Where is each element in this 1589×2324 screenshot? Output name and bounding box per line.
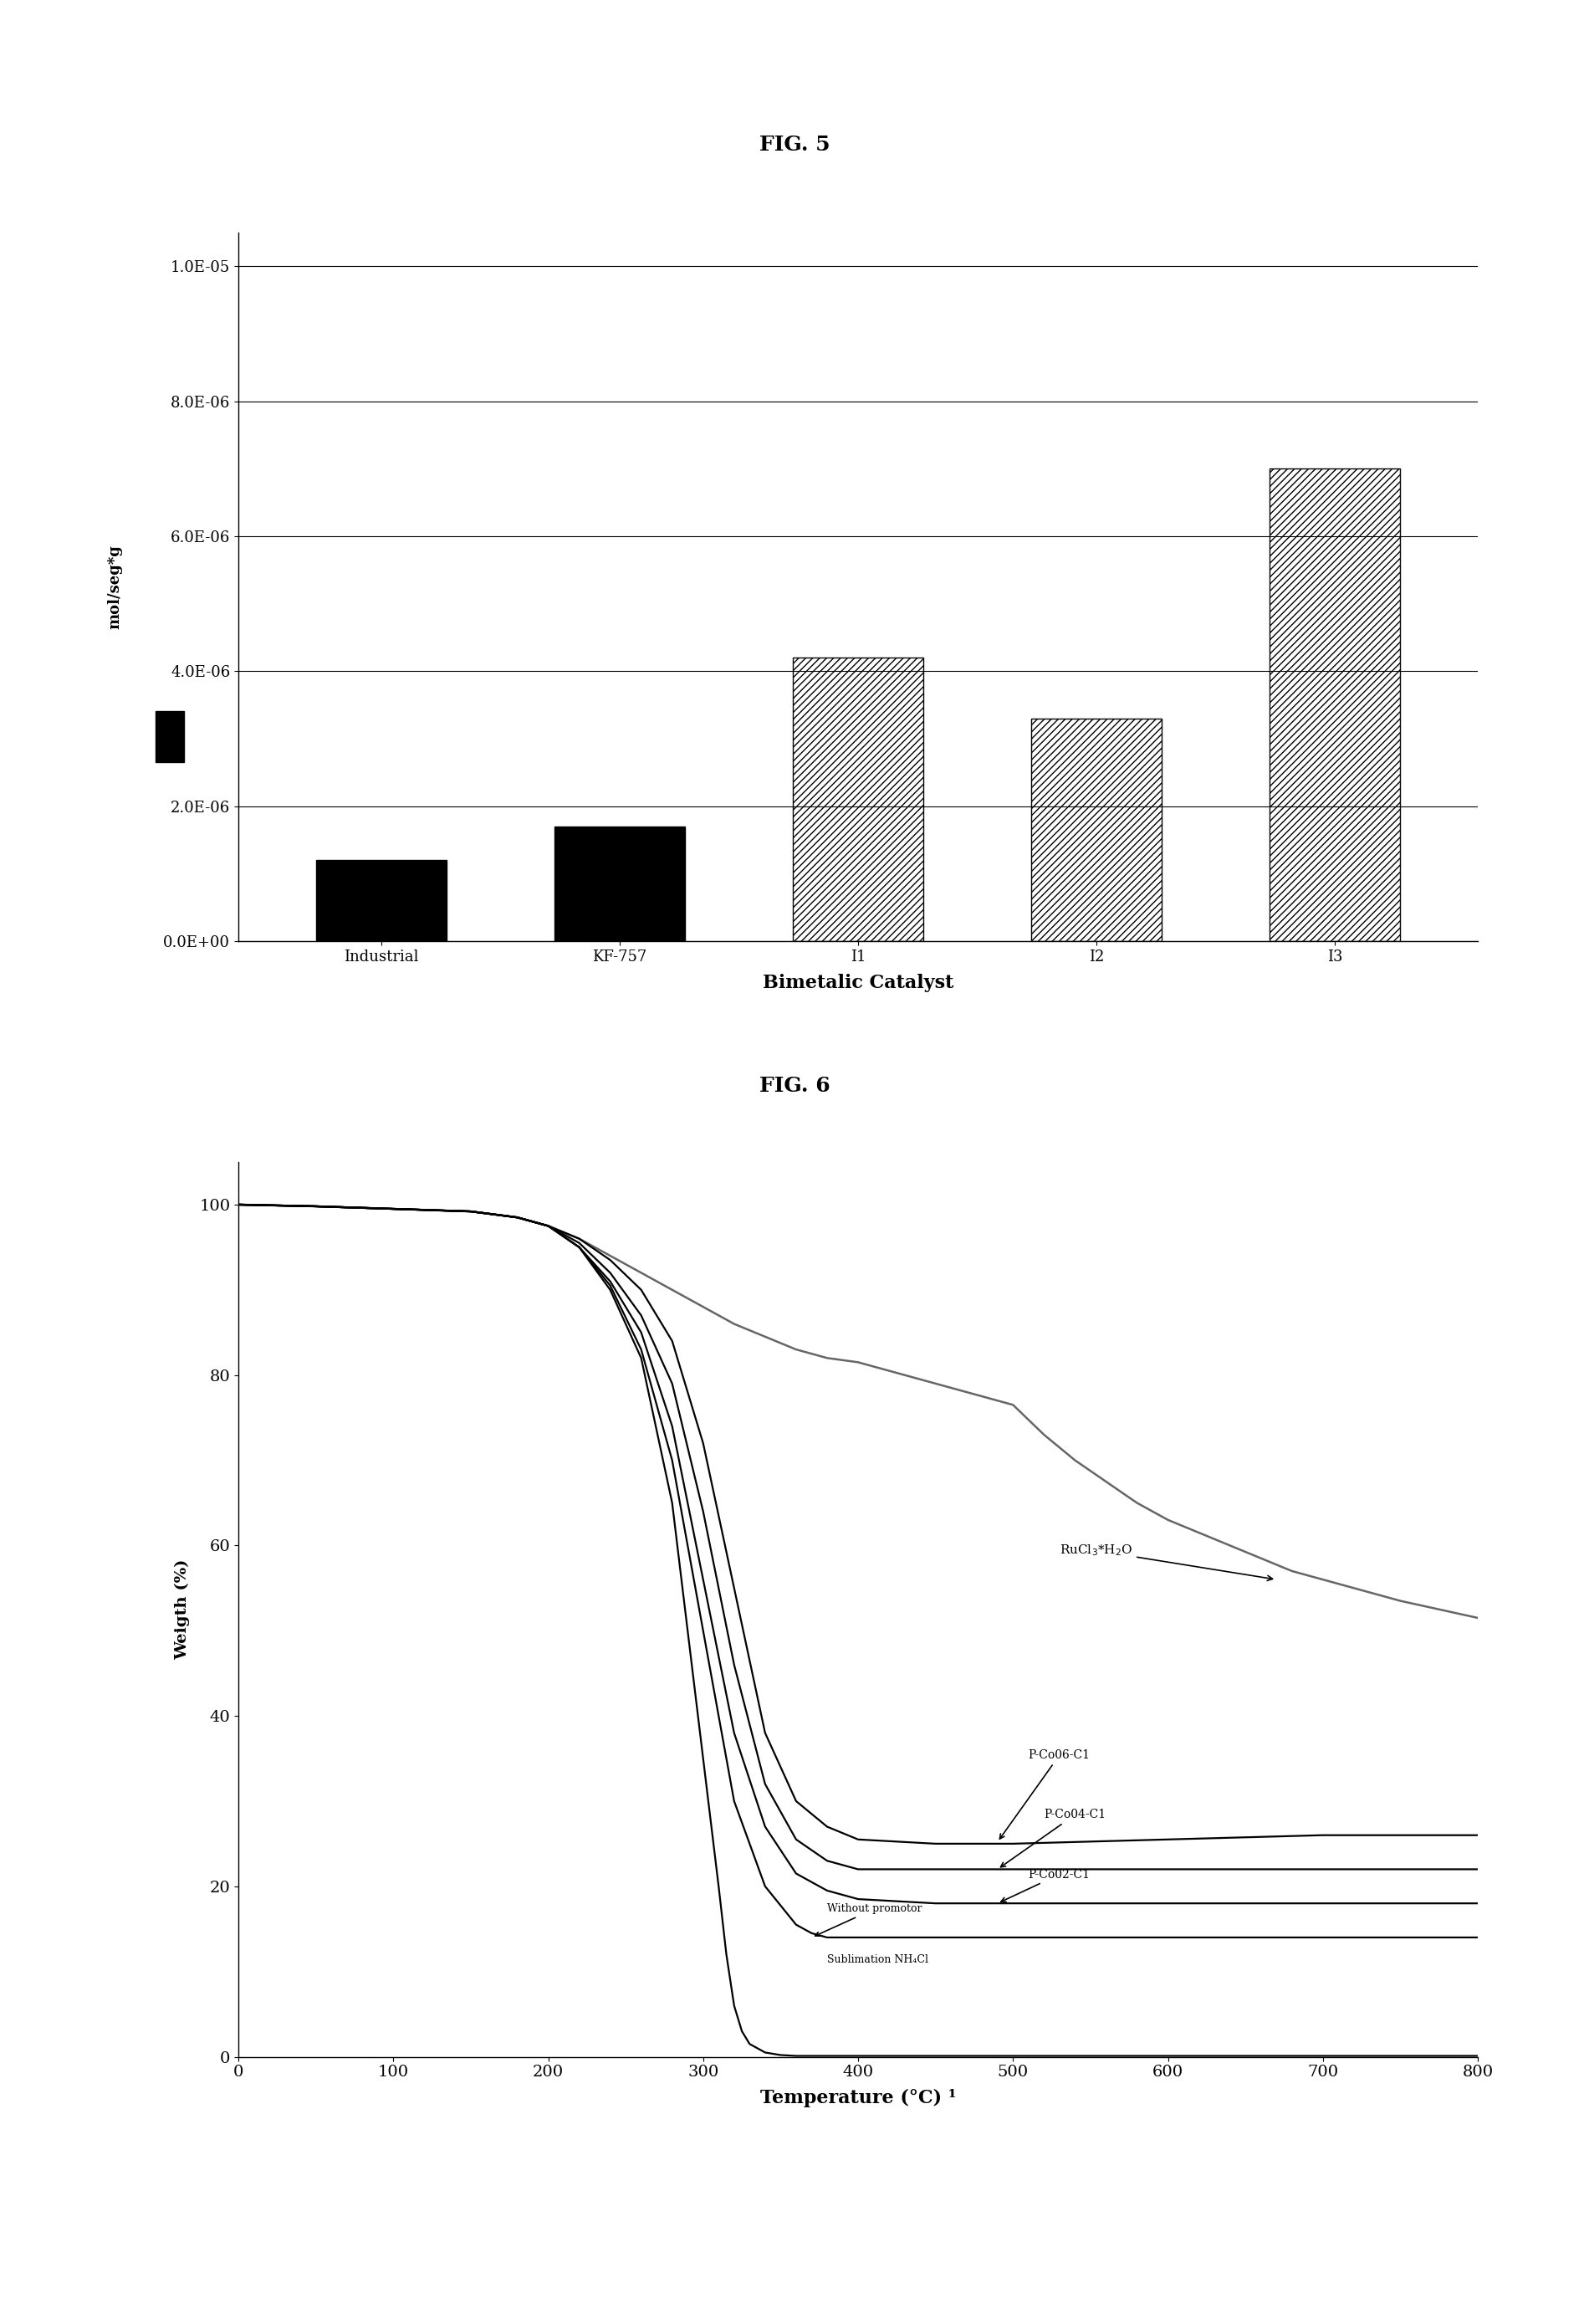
- Bar: [1270, 469, 1400, 941]
- Text: P-Co04-C1: P-Co04-C1: [1001, 1808, 1106, 1866]
- Y-axis label: mol/seg*g: mol/seg*g: [108, 544, 122, 630]
- X-axis label: Bimetalic Catalyst: Bimetalic Catalyst: [763, 974, 953, 992]
- Bar: [1031, 718, 1162, 941]
- Text: FIG. 6: FIG. 6: [760, 1076, 829, 1097]
- Text: RuCl$_3$*H$_2$O: RuCl$_3$*H$_2$O: [1060, 1543, 1273, 1580]
- Bar: [555, 827, 685, 941]
- Text: P-Co02-C1: P-Co02-C1: [1001, 1868, 1090, 1901]
- Y-axis label: Weigth (%): Weigth (%): [175, 1559, 189, 1659]
- Text: Without promotor: Without promotor: [815, 1903, 922, 1936]
- Bar: [316, 860, 447, 941]
- Text: Sublimation NH₄Cl: Sublimation NH₄Cl: [826, 1954, 928, 1966]
- Text: P-Co06-C1: P-Co06-C1: [999, 1750, 1090, 1838]
- X-axis label: Temperature (°C) ¹: Temperature (°C) ¹: [760, 2089, 957, 2108]
- Text: FIG. 5: FIG. 5: [760, 135, 829, 156]
- Bar: [793, 658, 923, 941]
